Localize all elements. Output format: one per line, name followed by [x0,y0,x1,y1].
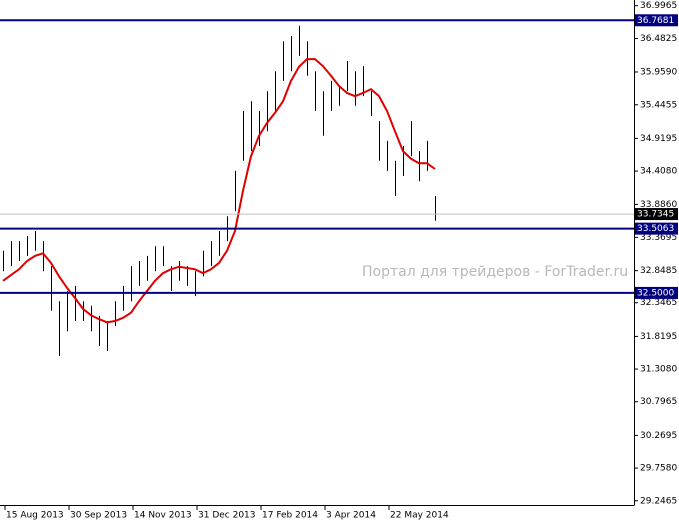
y-tick-label: 31.3080 [640,365,677,375]
y-tick-label: 33.3695 [640,233,677,243]
price-tag [635,14,678,27]
x-tick-label: 17 Feb 2014 [262,511,318,521]
x-tick-label: 14 Nov 2013 [134,511,192,521]
y-tick-label: 34.9195 [640,134,677,144]
moving-average [2,58,436,324]
x-tick-label: 15 Aug 2013 [6,511,64,521]
plot-area: Портал для трейдеров - ForTrader.ru [0,19,634,357]
price-tag-label: 33.5063 [637,224,674,234]
price-tag [635,222,678,235]
price-tag-label: 33.7345 [637,210,674,220]
y-tick-label: 35.9590 [640,67,677,77]
y-tick-label: 29.2465 [640,496,677,506]
y-tick-label: 30.7965 [640,397,677,407]
price-tag [635,286,678,299]
y-tick-label: 30.2695 [640,431,677,441]
y-tick-label: 29.7580 [640,464,677,474]
x-tick-label: 31 Dec 2013 [198,511,256,521]
y-tick-label: 35.4455 [640,100,677,110]
y-tick-label: 32.3465 [640,298,677,308]
y-tick-label: 31.8195 [640,332,677,342]
price-tag-label: 32.5000 [637,288,674,298]
y-tick-label: 33.8860 [640,200,677,210]
x-tick-label: 30 Sep 2013 [70,511,127,521]
price-tag-label: 36.7681 [637,16,674,26]
y-tick-label: 36.9965 [640,1,677,11]
x-tick-label: 3 Apr 2014 [326,511,376,521]
watermark: Портал для трейдеров - ForTrader.ru [362,264,628,280]
x-tick-label: 22 May 2014 [390,511,449,521]
price-tag [635,208,678,221]
y-tick-label: 32.8485 [640,266,677,276]
y-tick-label: 36.4825 [640,34,677,44]
y-tick-label: 34.4080 [640,167,677,177]
